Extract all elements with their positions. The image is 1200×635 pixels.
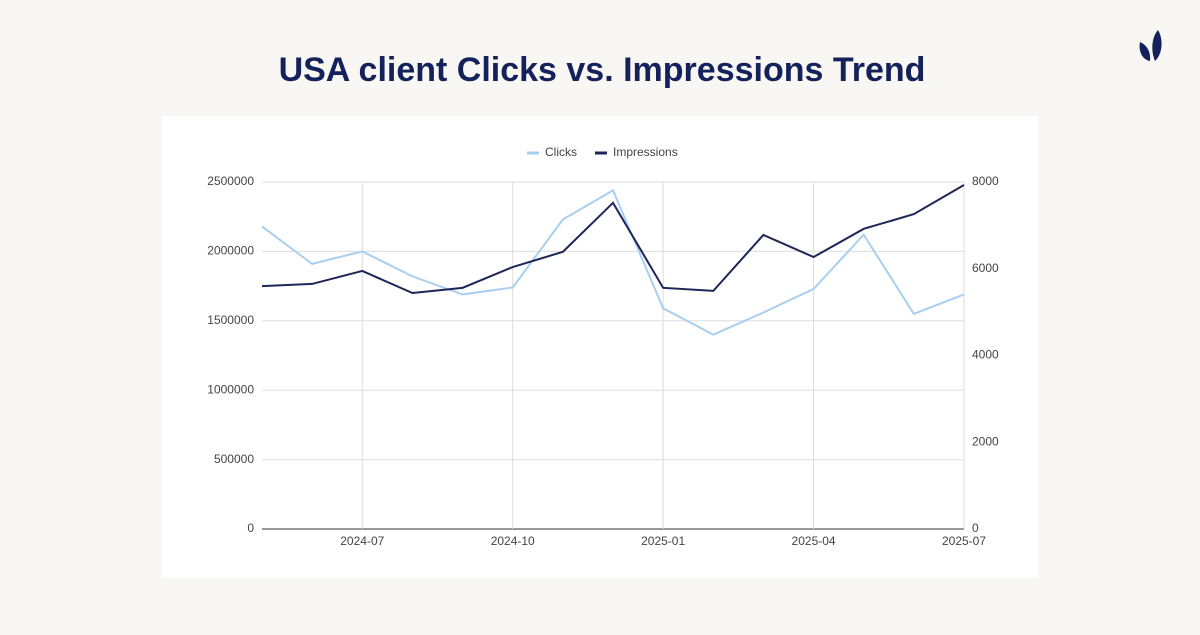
y2-tick-label: 8000 <box>972 174 999 188</box>
x-tick-label: 2024-07 <box>340 534 384 548</box>
chart-title: USA client Clicks vs. Impressions Trend <box>279 51 926 89</box>
line-series <box>261 188 965 336</box>
y2-tick-label: 6000 <box>972 261 999 275</box>
legend-label: Impressions <box>613 145 678 159</box>
y-tick-label: 2000000 <box>207 244 254 258</box>
y-tick-label: 2500000 <box>207 174 254 188</box>
y2-tick-label: 4000 <box>972 348 999 362</box>
line-series <box>261 184 965 295</box>
y2-tick-label: 2000 <box>972 434 999 448</box>
y-tick-label: 1500000 <box>207 313 254 327</box>
x-tick-label: 2024-10 <box>491 534 535 548</box>
x-tick-label: 2025-04 <box>792 534 836 548</box>
y-tick-label: 0 <box>247 521 254 535</box>
x-tick-label: 2025-07 <box>942 534 986 548</box>
x-tick-label: 2025-01 <box>641 534 685 548</box>
legend-label: Clicks <box>545 145 577 159</box>
logo <box>1139 30 1162 61</box>
y2-tick-label: 0 <box>972 521 979 535</box>
y-tick-label: 500000 <box>214 452 254 466</box>
y-tick-label: 1000000 <box>207 382 254 396</box>
chart-card <box>162 116 1038 578</box>
